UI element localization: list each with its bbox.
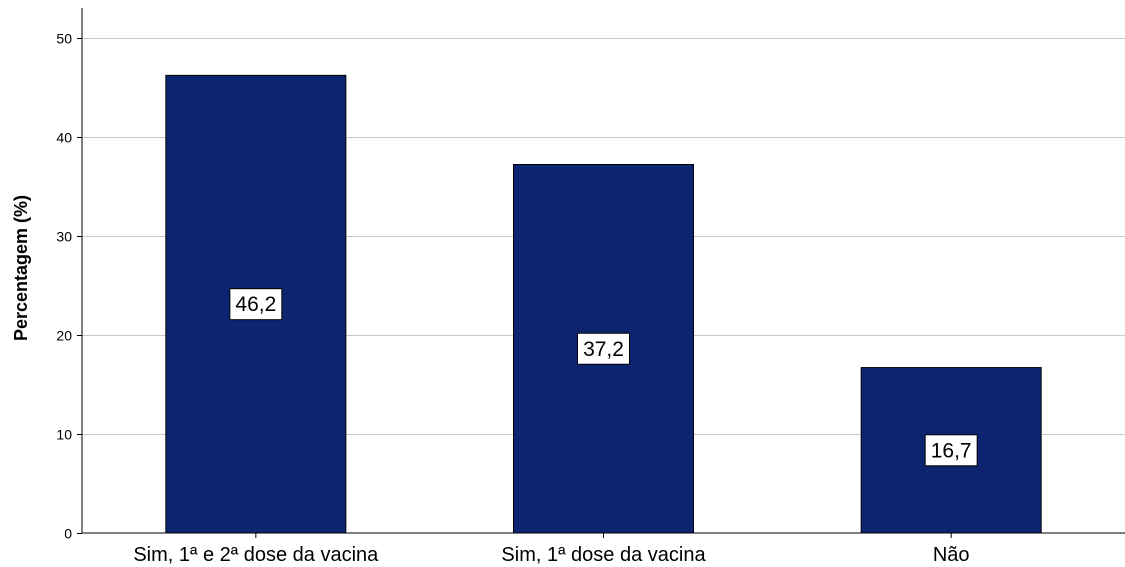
y-tick-labels: 0 10 20 30 40 50 — [56, 31, 82, 542]
data-label-box — [577, 332, 630, 365]
y-tick-label: 50 — [56, 31, 72, 47]
data-label-box — [229, 288, 283, 321]
data-label: 37,2 — [583, 338, 624, 361]
x-tick-label: Não — [933, 544, 970, 566]
x-tick-labels: Sim, 1ª e 2ª dose da vacina Sim, 1ª dose … — [133, 533, 970, 566]
x-tick-label: Sim, 1ª e 2ª dose da vacina — [133, 544, 379, 566]
y-tick-label: 10 — [56, 427, 72, 443]
y-tick-label: 40 — [56, 130, 72, 146]
data-labels: 46,2 37,2 16,7 — [229, 288, 978, 467]
y-axis-title: Percentagem (%) — [11, 195, 31, 341]
data-label: 16,7 — [931, 439, 972, 462]
y-tick-label: 20 — [56, 328, 72, 344]
data-label: 46,2 — [235, 293, 276, 316]
data-label-box — [924, 434, 978, 467]
bars — [165, 74, 1042, 534]
y-tick-label: 30 — [56, 229, 72, 245]
x-tick-label: Sim, 1ª dose da vacina — [501, 544, 706, 566]
y-tick-label: 0 — [64, 526, 72, 542]
